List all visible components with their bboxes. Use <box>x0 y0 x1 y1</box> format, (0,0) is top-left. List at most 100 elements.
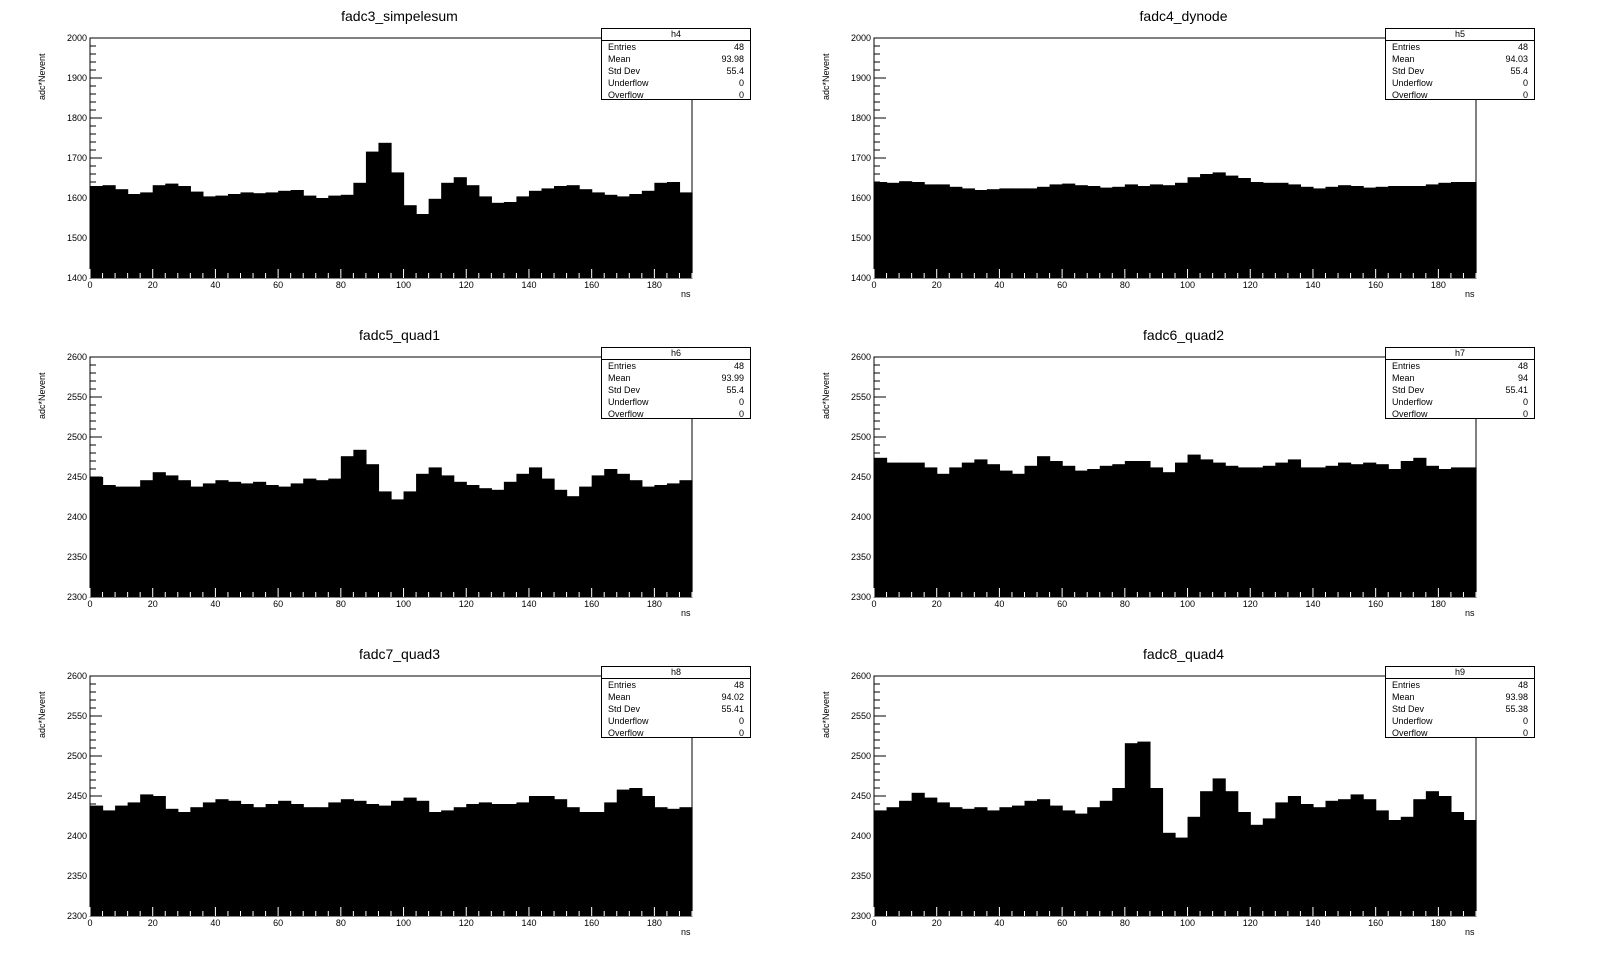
histogram-bin <box>1350 186 1364 278</box>
histogram-bin <box>1325 800 1339 916</box>
stats-key: Std Dev <box>608 385 641 395</box>
histogram-bin <box>290 804 304 916</box>
histogram-bin <box>666 483 681 597</box>
histogram-bin <box>428 198 442 278</box>
histogram-bin <box>949 467 963 597</box>
histogram-bin <box>591 475 605 597</box>
histogram-bin <box>1024 800 1038 916</box>
x-tick-label: 140 <box>521 599 536 609</box>
stats-row: Std Dev 55.38 <box>1386 703 1534 715</box>
histogram-bin <box>654 807 668 916</box>
histogram-bin <box>466 804 480 916</box>
histogram-plot: 2300 2350 2400 2450 2500 2550 2600 0 20 40 60 80 100… <box>67 671 693 928</box>
histogram-bin <box>1187 177 1201 278</box>
x-tick-label: 60 <box>1057 280 1067 290</box>
stats-value: 0 <box>738 78 744 88</box>
histogram-panel: 2300 2350 2400 2450 2500 2550 2600 0 20 40 60 80 100… <box>0 319 799 644</box>
histogram-bin <box>328 478 342 597</box>
histogram-bin <box>1425 184 1439 278</box>
stats-value: 55.4 <box>726 385 744 395</box>
x-tick-label: 160 <box>1368 599 1383 609</box>
histogram-bin <box>115 805 129 916</box>
histogram-bin <box>1175 182 1189 278</box>
histogram-bin <box>936 473 950 597</box>
histogram-bin <box>1062 183 1076 278</box>
histogram-bin <box>265 192 279 278</box>
x-axis-label: ns <box>681 608 691 618</box>
histogram-bin <box>365 464 380 597</box>
histogram-bin <box>1463 182 1477 278</box>
stats-box: h7 Entries 48 Mean 94 Std Dev 55.41 Underflow 0 O… <box>1385 347 1535 419</box>
stats-key: Underflow <box>1392 397 1433 407</box>
histogram-bin <box>1450 812 1465 916</box>
histogram-bin <box>1187 816 1201 916</box>
x-tick-label: 180 <box>647 918 662 928</box>
histogram-bin <box>566 496 580 597</box>
stats-value: 0 <box>1522 716 1528 726</box>
histogram-bin <box>441 810 455 916</box>
stats-value: 93.99 <box>721 373 744 383</box>
x-tick-label: 160 <box>584 280 599 290</box>
x-tick-label: 160 <box>584 599 599 609</box>
stats-value: 0 <box>738 409 744 419</box>
histogram-bin <box>974 807 988 916</box>
histogram-bin <box>999 470 1013 597</box>
histogram-bin <box>1300 804 1314 916</box>
histogram-bin <box>1112 464 1126 597</box>
y-tick-label: 2500 <box>851 432 871 442</box>
stats-key: Entries <box>608 680 637 690</box>
histogram-bin <box>1350 464 1364 597</box>
histogram-bin <box>641 796 655 916</box>
histogram-bin <box>874 810 888 916</box>
histogram-bin <box>616 473 630 597</box>
histogram-panel: 1400 1500 1600 1700 1800 1900 2000 0 20 40 60 80 100… <box>0 0 799 325</box>
histogram-bin <box>1099 800 1113 916</box>
x-tick-label: 180 <box>1431 599 1446 609</box>
x-tick-label: 140 <box>1305 918 1320 928</box>
y-tick-label: 2550 <box>67 711 87 721</box>
histogram-bin <box>1425 465 1439 597</box>
stats-value: 48 <box>1517 361 1528 371</box>
histogram-bin <box>227 481 242 597</box>
stats-value: 93.98 <box>721 54 744 64</box>
histogram-bin <box>1438 469 1452 597</box>
histogram-bin <box>1400 816 1414 916</box>
x-tick-label: 160 <box>584 918 599 928</box>
histogram-bin <box>127 802 141 916</box>
histogram-bin <box>1212 462 1226 597</box>
histogram-bin <box>654 485 668 597</box>
histogram-bin <box>1312 807 1327 916</box>
histogram-bin <box>1375 186 1389 278</box>
stats-value: 93.98 <box>1505 692 1528 702</box>
stats-row: Std Dev 55.41 <box>1386 384 1534 396</box>
histogram-bin <box>604 194 618 278</box>
stats-key: Mean <box>1392 373 1415 383</box>
histogram-bin <box>1062 465 1076 597</box>
histogram-bin <box>365 151 380 278</box>
histogram-bin <box>215 195 229 278</box>
histogram-bin <box>416 473 430 597</box>
histogram-bin <box>1200 459 1214 597</box>
histogram-bin <box>986 464 1001 597</box>
stats-box: h8 Entries 48 Mean 94.02 Std Dev 55.41 Underflo… <box>601 666 751 738</box>
histogram-bin <box>340 799 354 916</box>
x-tick-label: 0 <box>87 280 92 290</box>
histogram-bin <box>924 797 938 916</box>
x-tick-label: 140 <box>521 918 536 928</box>
histogram-bin <box>340 456 354 597</box>
x-tick-label: 60 <box>273 280 283 290</box>
histogram-bin <box>911 792 925 916</box>
stats-row: Std Dev 55.4 <box>602 65 750 77</box>
histogram-plot: 2300 2350 2400 2450 2500 2550 2600 0 20 40 60 80 100… <box>851 671 1477 928</box>
histogram-bin <box>1124 743 1138 916</box>
histogram-bin <box>629 194 643 278</box>
histogram-bin <box>1250 467 1264 597</box>
histogram-bin <box>1363 462 1377 597</box>
histogram-bin <box>528 190 543 278</box>
histogram-title: fadc7_quad3 <box>359 646 440 662</box>
histogram-bin <box>886 182 900 278</box>
stats-value: 0 <box>738 728 744 738</box>
x-tick-label: 20 <box>148 599 158 609</box>
x-tick-label: 100 <box>1180 280 1195 290</box>
stats-value: 0 <box>738 90 744 100</box>
